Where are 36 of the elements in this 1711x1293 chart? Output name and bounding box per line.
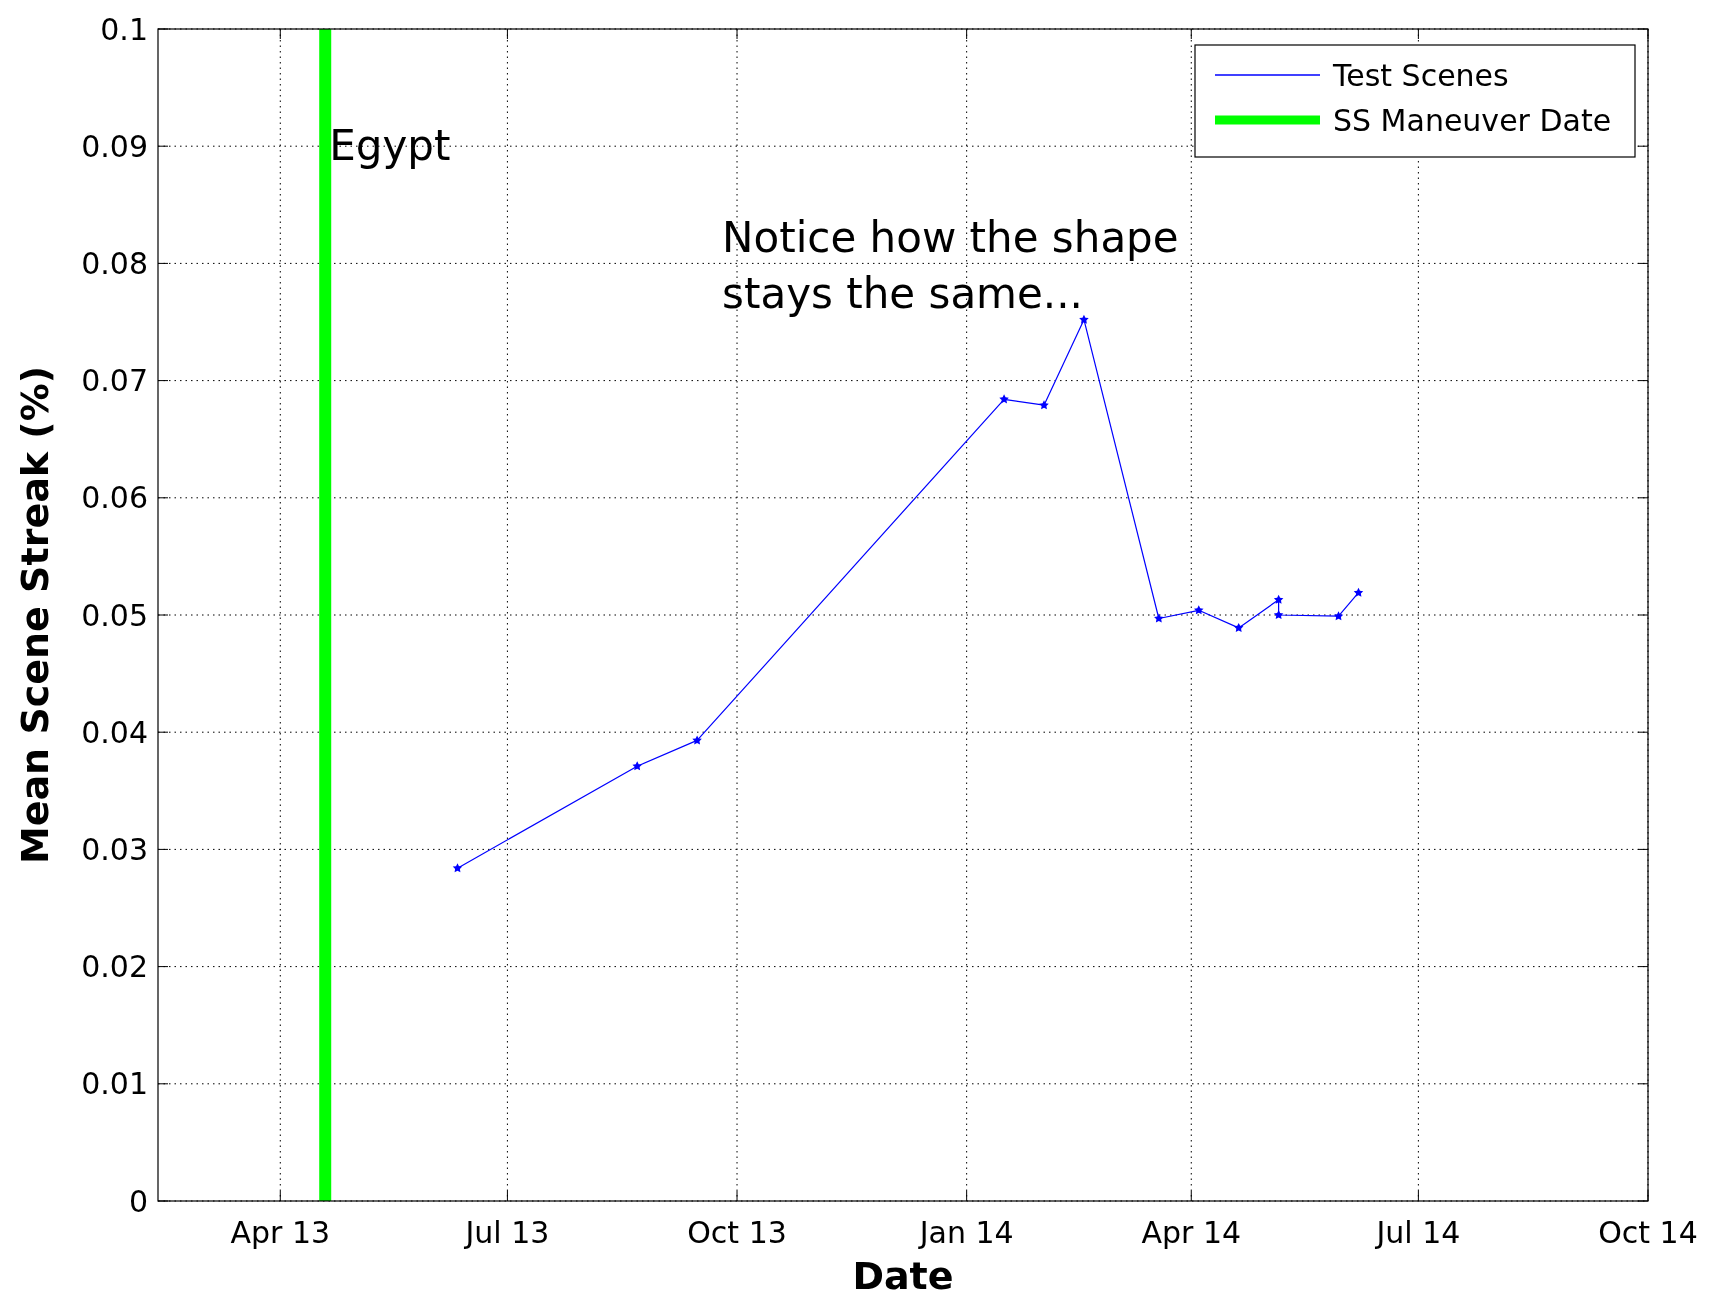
y-tick-label: 0.02 xyxy=(81,949,148,985)
annotation: Notice how the shape stays the same... xyxy=(722,212,1179,318)
point xyxy=(1273,610,1284,620)
point xyxy=(692,735,702,745)
x-tick-label: Jul 13 xyxy=(463,1215,550,1250)
y-tick-label: 0.08 xyxy=(81,245,148,281)
point xyxy=(1039,400,1049,410)
point xyxy=(1154,613,1164,623)
x-tick-label: Jul 14 xyxy=(1374,1215,1461,1250)
y-tick-label: 0.06 xyxy=(81,480,148,516)
x-axis-title: Date xyxy=(852,1254,954,1293)
x-tick-label: Oct 13 xyxy=(687,1215,787,1250)
point xyxy=(1273,594,1284,604)
y-tick-label: 0.1 xyxy=(100,11,148,47)
point xyxy=(1194,605,1204,615)
x-tick-label: Apr 13 xyxy=(230,1215,331,1250)
y-tick-label: 0.03 xyxy=(81,831,148,867)
legend-label: SS Maneuver Date xyxy=(1333,102,1612,138)
y-tick-label: 0.09 xyxy=(81,128,148,164)
y-tick-label: 0.01 xyxy=(81,1066,148,1102)
y-axis-title: Mean Scene Streak (%) xyxy=(13,365,57,865)
x-tick-label: Jan 14 xyxy=(917,1215,1014,1250)
x-tick-label: Apr 14 xyxy=(1141,1215,1242,1250)
point xyxy=(1333,611,1344,621)
point xyxy=(1233,622,1244,632)
point xyxy=(1353,587,1364,597)
point xyxy=(999,394,1009,404)
annotation: Egypt xyxy=(329,121,451,171)
y-tick-label: 0.04 xyxy=(81,714,148,750)
x-tick-label: Oct 14 xyxy=(1598,1215,1698,1250)
y-tick-label: 0.07 xyxy=(81,363,148,399)
y-tick-label: 0.05 xyxy=(81,597,148,633)
point xyxy=(632,761,642,771)
legend-label: Test Scenes xyxy=(1332,57,1509,93)
y-tick-label: 0 xyxy=(128,1183,148,1219)
point xyxy=(452,863,463,873)
